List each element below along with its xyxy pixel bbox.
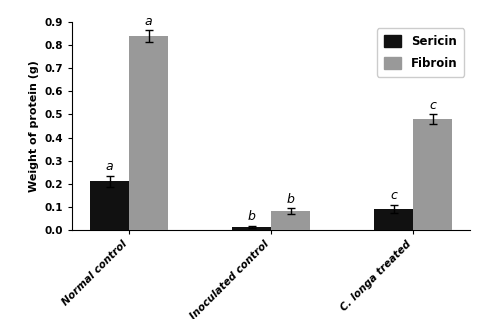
Text: b: b [248, 211, 256, 223]
Bar [271, 211, 310, 230]
Text: a: a [106, 160, 113, 173]
Bar [90, 181, 129, 230]
Bar [413, 119, 452, 230]
Y-axis label: Weight of protein (g): Weight of protein (g) [29, 60, 39, 192]
Text: c: c [429, 99, 436, 112]
Text: c: c [390, 189, 397, 203]
Legend: Sericin, Fibroin: Sericin, Fibroin [376, 28, 465, 77]
Text: b: b [287, 193, 295, 206]
Bar [129, 36, 168, 230]
Bar [374, 209, 413, 230]
Text: a: a [145, 15, 153, 28]
Bar [232, 227, 271, 230]
